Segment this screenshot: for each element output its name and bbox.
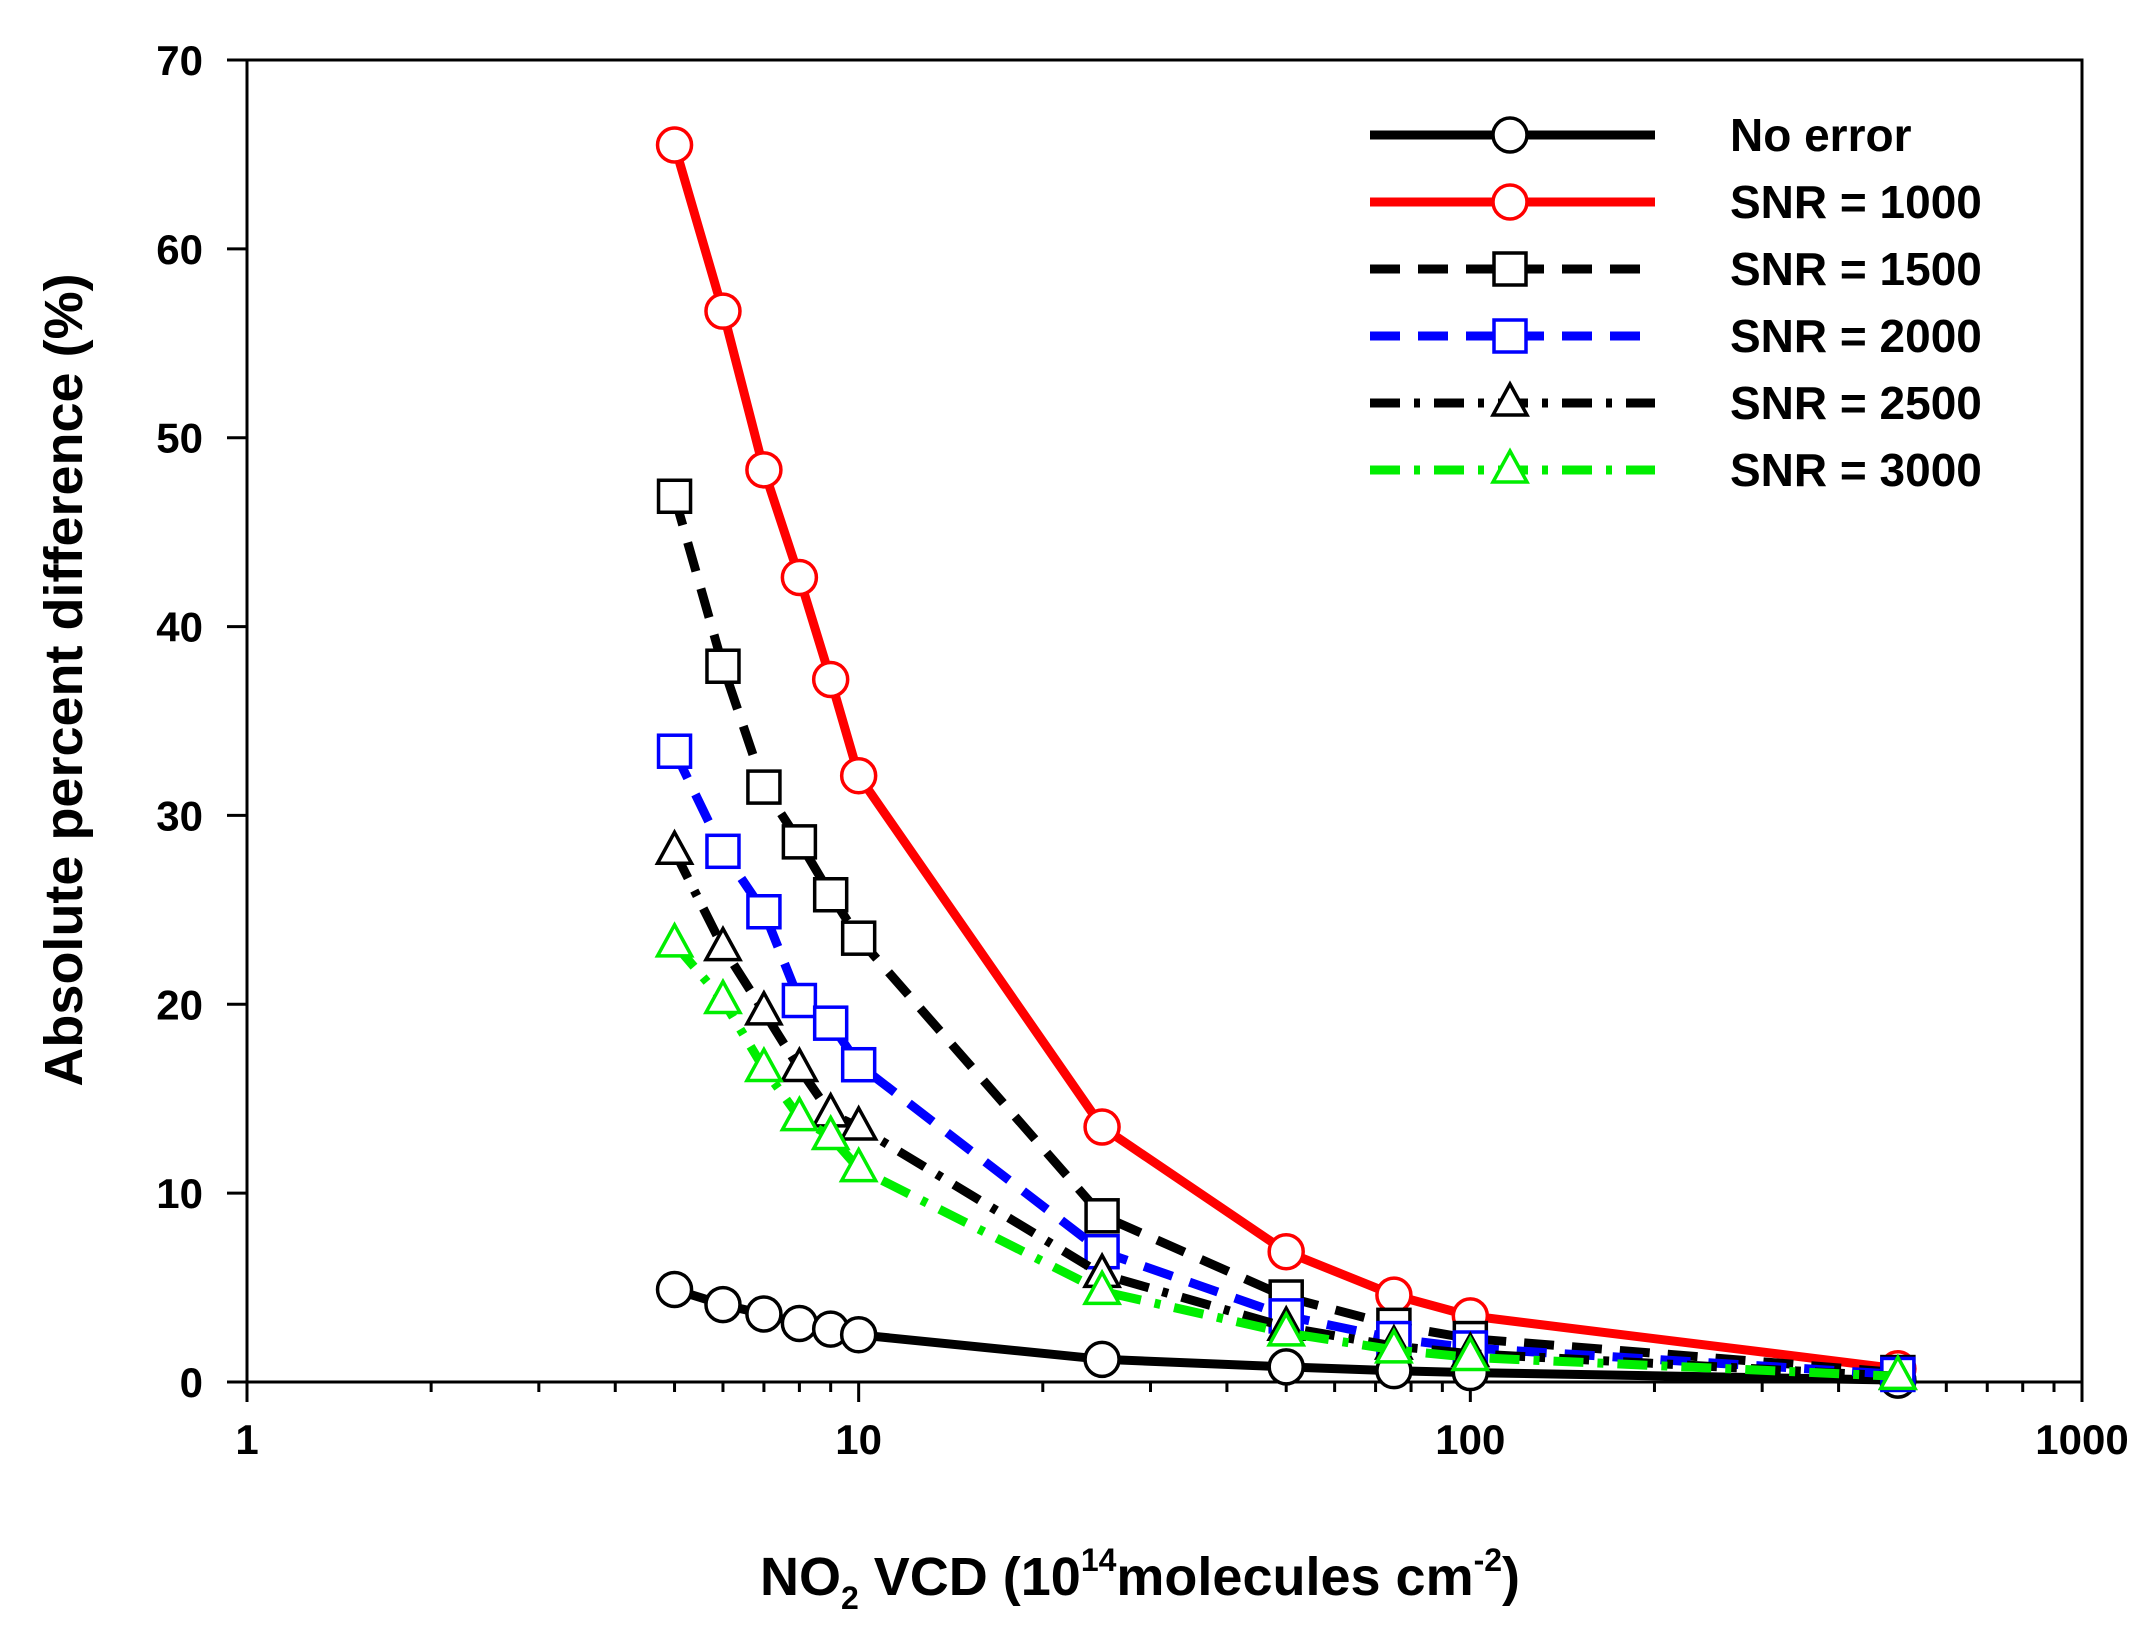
- data-point: [1877, 1353, 1918, 1391]
- legend-label: SNR = 2000: [1730, 310, 1982, 362]
- data-point: [703, 977, 743, 1015]
- data-point: [812, 1005, 849, 1041]
- data-point: [1373, 1327, 1414, 1364]
- data-point: [780, 1304, 819, 1343]
- x-tick-label: 100: [1435, 1416, 1505, 1463]
- data-point: [745, 451, 783, 489]
- legend-label: SNR = 1000: [1730, 176, 1982, 228]
- data-point: [812, 876, 849, 913]
- data-point: [746, 769, 782, 805]
- legend-item-3: SNR = 2000: [1370, 310, 1982, 362]
- data-point: [779, 1045, 820, 1083]
- y-tick-label: 30: [156, 792, 203, 839]
- x-axis-title: NO2 VCD (1014molecules cm-2): [760, 1542, 1520, 1616]
- legend-label: No error: [1730, 109, 1912, 161]
- x-tick-label: 10: [835, 1416, 882, 1463]
- data-point: [705, 648, 741, 684]
- data-point: [654, 828, 695, 866]
- data-point: [839, 757, 878, 795]
- data-point: [1375, 1276, 1413, 1314]
- data-point: [1266, 1310, 1307, 1347]
- data-point: [811, 660, 850, 699]
- data-point: [838, 1104, 879, 1141]
- legend-marker: [1492, 318, 1528, 354]
- legend-label: SNR = 1500: [1730, 243, 1982, 295]
- series-line: [670, 143, 1899, 1374]
- legend-item-4: SNR = 2500: [1370, 377, 1982, 429]
- data-point: [780, 558, 819, 597]
- legend-item-0: No error: [1370, 109, 1912, 161]
- data-point: [656, 733, 693, 769]
- series-3: [656, 733, 1916, 1393]
- legend-marker: [1491, 116, 1529, 154]
- chart-axes: 1 10 100 1000 0 10 20 30 40 50 60 70: [156, 37, 2128, 1463]
- data-point: [1083, 1340, 1121, 1379]
- plot-frame: [245, 58, 2084, 1384]
- data-point: [840, 920, 877, 956]
- legend-label: SNR = 2500: [1730, 377, 1982, 429]
- data-point: [810, 1113, 851, 1151]
- y-tick-label: 20: [156, 981, 203, 1028]
- data-point: [1084, 1198, 1120, 1234]
- series-1: [655, 126, 1917, 1388]
- y-tick-label: 0: [180, 1359, 203, 1406]
- data-point: [746, 893, 782, 930]
- data-point: [1267, 1348, 1305, 1386]
- series-5: [654, 921, 1918, 1391]
- legend-item-5: SNR = 3000: [1370, 444, 1982, 496]
- data-point: [838, 1145, 879, 1183]
- data-point: [704, 292, 742, 330]
- data-point: [655, 126, 694, 164]
- y-tick-label: 40: [156, 604, 203, 651]
- legend-marker: [1492, 251, 1528, 287]
- data-point: [839, 1316, 878, 1354]
- data-point: [840, 1046, 877, 1083]
- y-tick-label: 60: [156, 226, 203, 273]
- data-point: [704, 1285, 742, 1324]
- data-point: [1083, 1108, 1121, 1146]
- data-point: [779, 1094, 820, 1132]
- data-point: [743, 1045, 784, 1083]
- y-tick-label: 50: [156, 415, 203, 462]
- x-tick-label: 1: [235, 1416, 258, 1463]
- data-point: [656, 478, 693, 515]
- data-point: [781, 982, 818, 1019]
- chart-series: [654, 126, 1918, 1399]
- data-point: [654, 921, 695, 958]
- legend-item-2: SNR = 1500: [1370, 243, 1982, 295]
- data-point: [705, 833, 741, 870]
- data-point: [655, 1270, 694, 1309]
- data-point: [1082, 1268, 1123, 1306]
- data-point: [1450, 1334, 1491, 1372]
- data-point: [743, 989, 784, 1026]
- x-tick-label: 1000: [2035, 1416, 2128, 1463]
- legend-item-1: SNR = 1000: [1370, 176, 1982, 228]
- legend-label: SNR = 3000: [1730, 444, 1982, 496]
- data-point: [1267, 1232, 1305, 1271]
- data-point: [745, 1295, 783, 1333]
- data-point: [781, 824, 818, 860]
- y-tick-label: 10: [156, 1170, 203, 1217]
- y-axis-title: Absolute percent difference (%): [34, 273, 94, 1086]
- data-point: [703, 924, 743, 962]
- chart-legend: No error SNR = 1000 SNR = 1500 SNR = 2000 SN…: [1370, 109, 1982, 496]
- legend-marker: [1490, 447, 1530, 484]
- legend-marker: [1491, 183, 1529, 221]
- series-line: [670, 749, 1899, 1379]
- y-tick-label: 70: [156, 37, 203, 84]
- legend-marker: [1490, 380, 1530, 417]
